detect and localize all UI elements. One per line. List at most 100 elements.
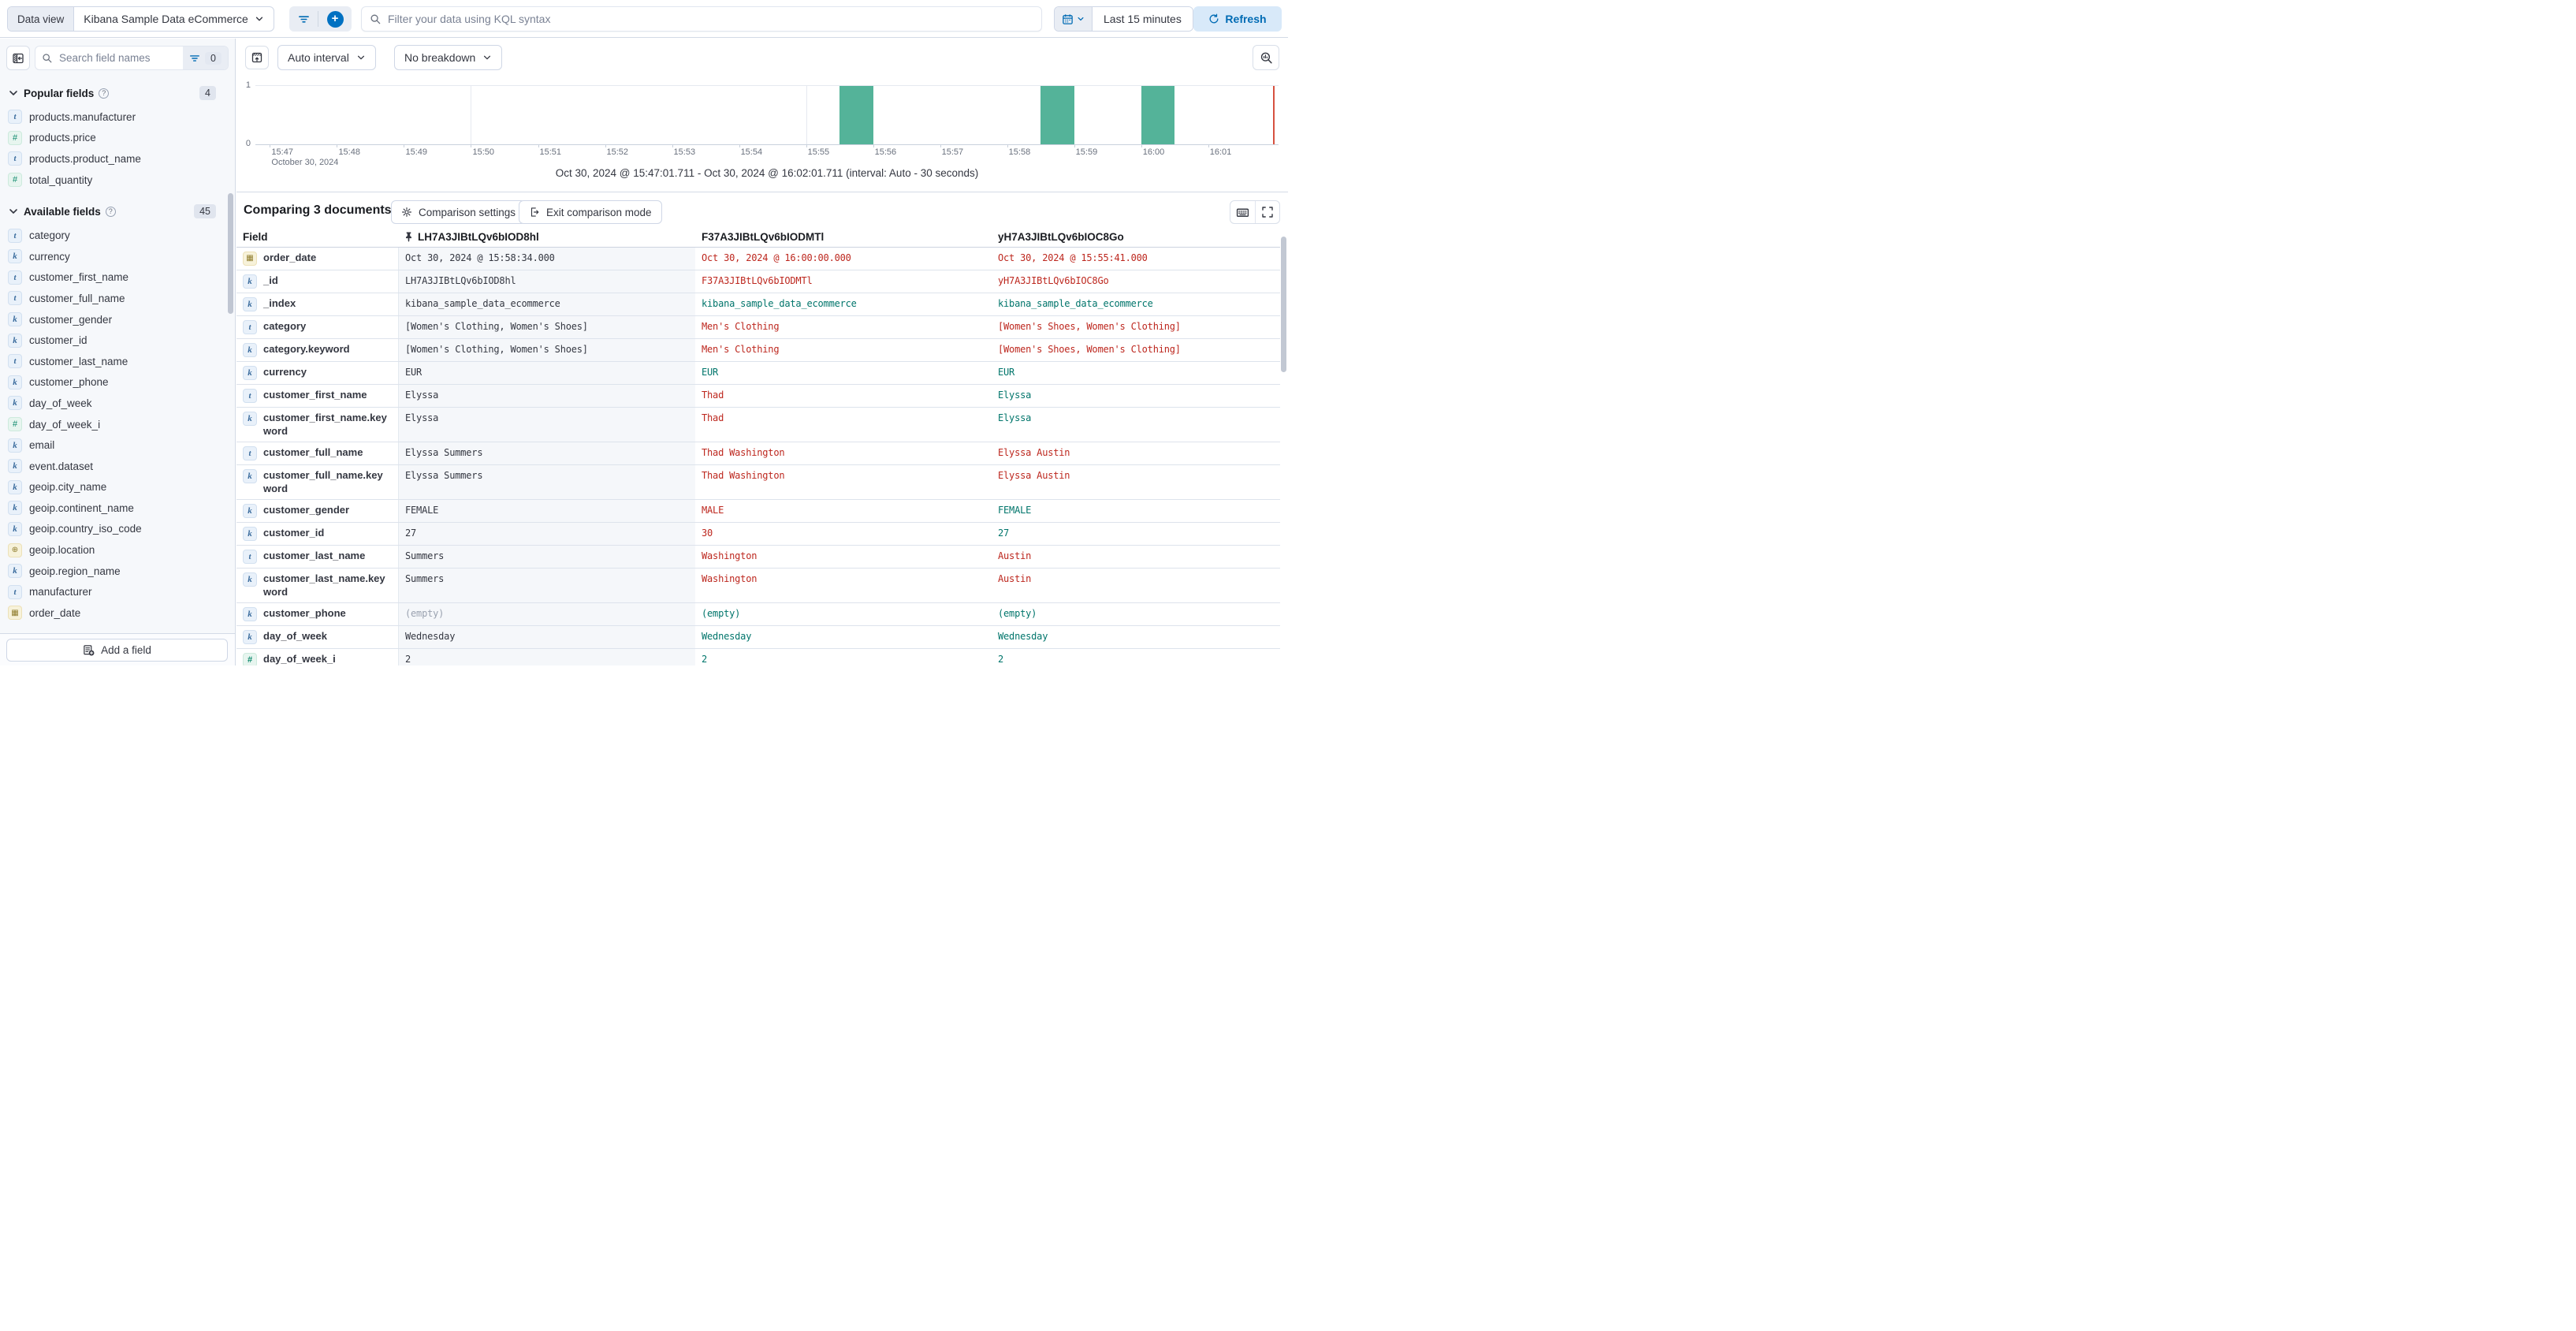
histogram-bar[interactable] (1141, 86, 1175, 144)
table-row[interactable]: t customer_last_name Summers Washington Aust… (236, 546, 1280, 569)
refresh-button[interactable]: Refresh (1193, 6, 1282, 32)
field-list-item[interactable]: k geoip.country_iso_code (0, 519, 235, 540)
field-list-item[interactable]: k customer_gender (0, 309, 235, 330)
field-sections: Popular fields? 4 t products.manufacturer # p… (0, 73, 235, 625)
data-view-picker[interactable]: Data view Kibana Sample Data eCommerce (7, 6, 274, 32)
table-row[interactable]: t category [Women's Clothing, Women's Shoe… (236, 316, 1280, 339)
table-row[interactable]: k day_of_week Wednesday Wednesday Wednesday (236, 626, 1280, 649)
field-list-item[interactable]: t customer_first_name (0, 267, 235, 289)
fullscreen-icon[interactable] (1255, 201, 1279, 223)
chart-display-options-button[interactable] (245, 46, 269, 69)
text-token-icon: t (8, 270, 22, 285)
filter-icon[interactable] (298, 13, 310, 25)
field-name: category (263, 320, 307, 332)
table-row[interactable]: k customer_gender FEMALE MALE FEMALE (236, 500, 1280, 523)
field-name: geoip.location (29, 544, 95, 557)
data-view-value-button[interactable]: Kibana Sample Data eCommerce (74, 7, 274, 31)
document-column-header[interactable]: yH7A3JIBtLQv6bIOC8Go (992, 227, 1280, 247)
table-row[interactable]: t customer_full_name Elyssa Summers Thad Wa… (236, 442, 1280, 465)
value-cell: Oct 30, 2024 @ 16:00:00.000 (702, 252, 851, 263)
field-list-item[interactable]: k event.dataset (0, 456, 235, 477)
field-list-item[interactable]: t customer_last_name (0, 351, 235, 372)
x-axis-tick-label: 16:01 (1209, 147, 1232, 157)
field-list-item[interactable]: k geoip.continent_name (0, 498, 235, 519)
interval-select[interactable]: Auto interval (277, 45, 376, 70)
comparison-settings-button[interactable]: Comparison settings (391, 200, 527, 224)
field-list-item[interactable]: k geoip.city_name (0, 477, 235, 498)
keyword-token-icon: k (8, 521, 22, 536)
table-row[interactable]: k customer_id 27 30 27 (236, 523, 1280, 546)
field-name: geoip.city_name (29, 481, 107, 494)
time-range-value[interactable]: Last 15 minutes (1093, 7, 1193, 31)
document-column-header[interactable]: F37A3JIBtLQv6bIODMTl (695, 227, 992, 247)
comparison-section: Comparing 3 documents Comparison setting… (236, 192, 1288, 666)
field-section-header[interactable]: Popular fields? 4 (0, 84, 235, 102)
table-row[interactable]: k _index kibana_sample_data_ecommerce kiban… (236, 293, 1280, 316)
x-axis-tick-label: 15:58 (1008, 147, 1031, 157)
edit-visualization-icon[interactable] (1253, 45, 1279, 70)
field-search-box[interactable]: 0 (35, 46, 229, 70)
field-list-item[interactable]: k currency (0, 246, 235, 267)
interval-label: Auto interval (288, 51, 349, 64)
sidebar-scrollbar[interactable] (228, 193, 233, 314)
exit-comparison-button[interactable]: Exit comparison mode (519, 200, 662, 224)
field-list-item[interactable]: t manufacturer (0, 581, 235, 602)
field-list-item[interactable]: # total_quantity (0, 170, 235, 191)
table-row[interactable]: k customer_phone (empty) (empty) (empty) (236, 603, 1280, 626)
value-cell: F37A3JIBtLQv6bIODMTl (702, 275, 813, 286)
histogram-bar[interactable] (839, 86, 873, 144)
field-list-item[interactable]: # day_of_week_i (0, 414, 235, 435)
field-name: customer_phone (29, 376, 109, 389)
table-row[interactable]: t customer_first_name Elyssa Thad Elyssa (236, 385, 1280, 408)
histogram-bar[interactable] (1040, 86, 1074, 144)
field-list-item[interactable]: ▦ order_date (0, 602, 235, 624)
geo-point-token-icon: ⊕ (8, 542, 22, 557)
x-axis-date-label: October 30, 2024 (271, 158, 339, 167)
collapse-sidebar-button[interactable] (6, 46, 30, 70)
field-list-item[interactable]: t customer_full_name (0, 288, 235, 309)
field-list-item[interactable]: t products.manufacturer (0, 106, 235, 128)
field-list-item[interactable]: k email (0, 434, 235, 456)
document-column-header[interactable]: LH7A3JIBtLQv6bIOD8hl (398, 227, 695, 247)
kql-search-input[interactable] (388, 13, 1033, 25)
table-row[interactable]: k customer_last_name.keyword Summers Washin… (236, 569, 1280, 603)
table-row[interactable]: ▦ order_date Oct 30, 2024 @ 15:58:34.000 Oc… (236, 248, 1280, 270)
table-row[interactable]: k currency EUR EUR EUR (236, 362, 1280, 385)
chevron-down-icon (255, 14, 264, 24)
table-row[interactable]: k _id LH7A3JIBtLQv6bIOD8hl F37A3JIBtLQv6bIO… (236, 270, 1280, 293)
field-list-item[interactable]: k geoip.region_name (0, 561, 235, 582)
breakdown-select[interactable]: No breakdown (394, 45, 503, 70)
field-list-item[interactable]: k day_of_week (0, 393, 235, 414)
keyword-token-icon: k (243, 297, 257, 311)
field-cell: k customer_first_name.keyword (236, 408, 398, 442)
field-list-item[interactable]: ⊕ geoip.location (0, 539, 235, 561)
table-row[interactable]: k customer_full_name.keyword Elyssa Summer… (236, 465, 1280, 500)
keyboard-shortcuts-icon[interactable] (1230, 201, 1255, 223)
field-list-item[interactable]: # products.price (0, 128, 235, 149)
field-list-item[interactable]: k customer_id (0, 330, 235, 351)
add-field-button[interactable]: Add a field (6, 639, 228, 662)
text-token-icon: t (8, 228, 22, 243)
field-list-item[interactable]: k customer_phone (0, 372, 235, 393)
field-name: customer_first_name (29, 271, 129, 284)
field-name: currency (263, 366, 307, 378)
calendar-button[interactable] (1055, 7, 1093, 31)
table-row[interactable]: # day_of_week_i 2 2 2 (236, 649, 1280, 666)
value-cell: Elyssa (398, 408, 695, 442)
field-list-item[interactable]: t category (0, 225, 235, 246)
add-filter-icon[interactable]: + (326, 10, 344, 28)
text-token-icon: t (243, 446, 257, 460)
field-list-item[interactable]: t products.product_name (0, 148, 235, 170)
field-filter-button[interactable]: 0 (183, 47, 228, 69)
comparison-settings-label: Comparison settings (419, 206, 516, 218)
field-search-input[interactable] (53, 52, 184, 64)
kql-search-bar[interactable] (361, 6, 1042, 32)
value-cell: Thad (702, 412, 724, 423)
value-cell: (empty) (702, 608, 741, 619)
table-row[interactable]: k customer_first_name.keyword Elyssa Thad El… (236, 408, 1280, 442)
table-row[interactable]: k category.keyword [Women's Clothing, Wome… (236, 339, 1280, 362)
field-section-header[interactable]: Available fields? 45 (0, 203, 235, 220)
table-scrollbar[interactable] (1281, 237, 1286, 372)
x-axis-tick (538, 144, 539, 147)
field-name: customer_first_name.keyword (263, 412, 387, 437)
